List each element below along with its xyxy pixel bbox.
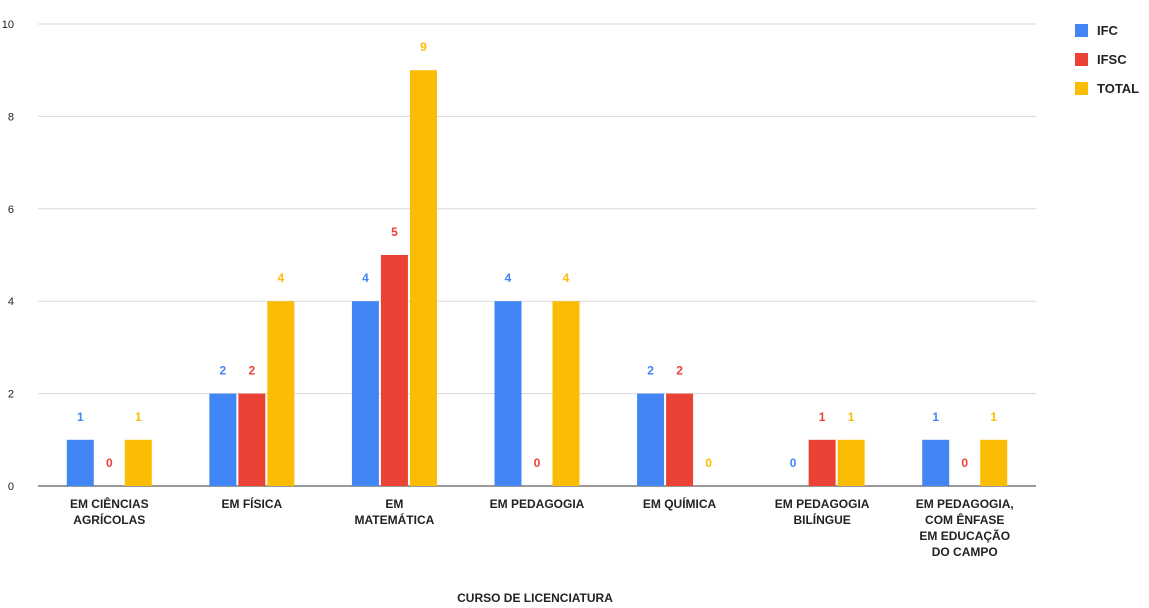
grid-lines	[38, 23, 1036, 487]
x-tick-label-line: EM PEDAGOGIA	[490, 497, 585, 511]
data-label-ifsc: 0	[961, 456, 968, 470]
bar-total	[124, 439, 152, 486]
data-label-total: 1	[990, 410, 997, 424]
y-tick-label: 6	[8, 204, 14, 216]
x-tick-label: EM PEDAGOGIA, COM ÊNFASE EM EDUCAÇÃO DO CAM…	[916, 497, 1014, 559]
data-label-ifc: 1	[77, 410, 84, 424]
data-label-ifsc: 1	[819, 410, 826, 424]
data-label-ifc: 0	[790, 456, 797, 470]
y-tick-label: 2	[8, 389, 14, 401]
data-label-ifsc: 2	[676, 364, 683, 378]
y-axis-ticks: 0 2 4 6 8 10	[2, 19, 14, 493]
y-tick-label: 0	[8, 481, 14, 493]
x-tick-label-line: AGRÍCOLAS	[73, 512, 145, 527]
legend-label-ifc: IFC	[1097, 23, 1118, 38]
x-tick-label-line: EM PEDAGOGIA,	[916, 497, 1014, 511]
bar-ifc	[637, 393, 665, 486]
x-tick-label: EM QUÍMICA	[643, 496, 717, 511]
data-label-ifc: 4	[362, 271, 369, 285]
x-tick-label-line: EM PEDAGOGIA	[775, 497, 870, 511]
bar-total	[267, 301, 295, 486]
x-axis-ticks: EM CIÊNCIAS AGRÍCOLAS EM FÍSICA EM MATEMÁTIC…	[70, 496, 1014, 559]
data-label-ifc: 2	[647, 364, 654, 378]
data-label-ifsc: 5	[391, 225, 398, 239]
x-tick-label: EM PEDAGOGIA	[490, 497, 585, 511]
x-tick-label-line: MATEMÁTICA	[355, 512, 435, 527]
data-label-ifsc: 0	[534, 456, 541, 470]
bar-total	[980, 439, 1008, 486]
x-tick-label-line: BILÍNGUE	[793, 512, 850, 527]
x-axis-title: CURSO DE LICENCIATURA	[457, 591, 613, 605]
bar-total	[552, 301, 580, 486]
bar-ifc	[351, 301, 379, 486]
bar-total	[837, 439, 865, 486]
legend-swatch-ifc	[1075, 24, 1088, 37]
bars	[66, 70, 1008, 486]
legend-item-total: TOTAL	[1075, 74, 1139, 103]
bar-ifsc	[238, 393, 266, 486]
data-label-ifc: 1	[932, 410, 939, 424]
y-tick-label: 10	[2, 19, 14, 31]
legend-label-total: TOTAL	[1097, 81, 1140, 96]
legend: IFC IFSC TOTAL	[1075, 16, 1139, 103]
x-tick-label: EM FÍSICA	[222, 496, 283, 511]
x-tick-label-line: DO CAMPO	[932, 545, 998, 559]
data-label-total: 0	[705, 456, 712, 470]
legend-swatch-total	[1075, 82, 1088, 95]
legend-label-ifsc: IFSC	[1097, 52, 1127, 67]
bar-ifsc	[666, 393, 694, 486]
data-label-ifc: 4	[505, 271, 512, 285]
data-label-total: 9	[420, 40, 427, 54]
x-tick-label: EM CIÊNCIAS AGRÍCOLAS	[70, 496, 149, 527]
bar-ifc	[494, 301, 522, 486]
x-tick-label-line: COM ÊNFASE	[925, 512, 1004, 527]
y-tick-label: 4	[8, 296, 14, 308]
data-label-ifc: 2	[220, 364, 227, 378]
data-label-total: 1	[848, 410, 855, 424]
x-tick-label-line: EM FÍSICA	[222, 496, 283, 511]
data-label-ifsc: 2	[249, 364, 256, 378]
bar-ifsc	[380, 255, 408, 486]
bar-ifc	[922, 439, 950, 486]
bar-ifc	[66, 439, 94, 486]
x-tick-label-line: EM EDUCAÇÃO	[919, 528, 1010, 543]
legend-item-ifc: IFC	[1075, 16, 1139, 45]
data-label-total: 1	[135, 410, 142, 424]
bar-total	[409, 70, 437, 486]
data-labels: 1 0 1 2 2 4 4 5 9 4 0 4 2 2 0 0 1 1 1 0 1	[77, 40, 997, 470]
bar-ifc	[209, 393, 237, 486]
data-label-total: 4	[278, 271, 285, 285]
x-tick-label: EM PEDAGOGIA BILÍNGUE	[775, 497, 870, 527]
legend-item-ifsc: IFSC	[1075, 45, 1139, 74]
data-label-total: 4	[563, 271, 570, 285]
x-tick-label: EM MATEMÁTICA	[355, 497, 435, 527]
y-tick-label: 8	[8, 111, 14, 123]
legend-swatch-ifsc	[1075, 53, 1088, 66]
data-label-ifsc: 0	[106, 456, 113, 470]
x-tick-label-line: EM QUÍMICA	[643, 496, 717, 511]
x-tick-label-line: EM	[385, 497, 403, 511]
x-tick-label-line: EM CIÊNCIAS	[70, 496, 149, 511]
bar-ifsc	[808, 439, 836, 486]
